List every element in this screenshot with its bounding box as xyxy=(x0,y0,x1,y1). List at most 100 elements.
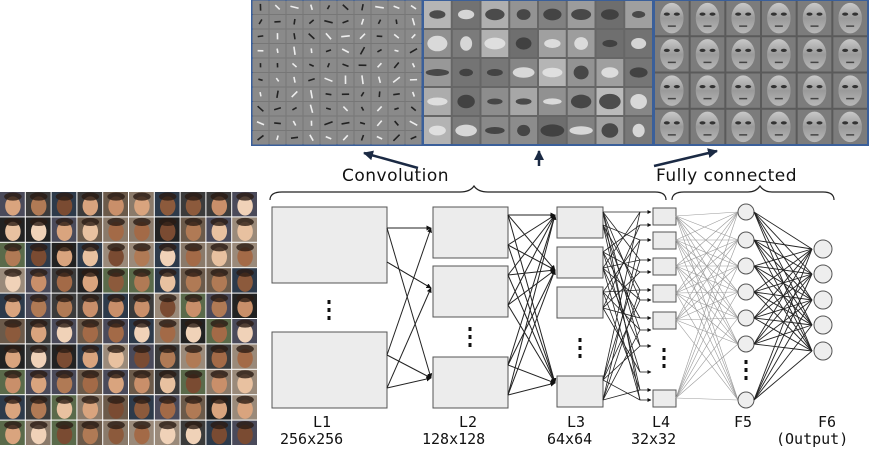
connection xyxy=(507,214,556,276)
connection xyxy=(753,248,813,319)
edge-stroke xyxy=(274,122,281,125)
edge-stroke xyxy=(293,76,296,83)
edge-stroke xyxy=(360,106,365,111)
face-shape xyxy=(838,39,862,70)
input-face xyxy=(159,424,176,445)
connection xyxy=(602,267,641,401)
l3-ellipsis xyxy=(578,354,582,358)
input-face-hair xyxy=(133,319,151,328)
input-face xyxy=(56,247,73,267)
input-face xyxy=(185,348,202,369)
input-face-hair xyxy=(4,319,22,328)
connection xyxy=(507,214,557,384)
edge-stroke xyxy=(360,91,365,97)
input-face-hair xyxy=(236,395,254,404)
edge-stroke xyxy=(410,4,417,10)
connection xyxy=(675,211,739,217)
input-face xyxy=(134,323,150,343)
input-face-hair xyxy=(133,217,151,227)
face-part-blob xyxy=(631,38,647,49)
input-face-hair xyxy=(55,243,74,252)
connection xyxy=(602,211,641,269)
face-eye xyxy=(852,121,859,125)
input-face-hair xyxy=(4,243,22,252)
input-face xyxy=(237,399,253,419)
edge-stroke xyxy=(411,62,416,68)
face-part-blob xyxy=(485,127,505,134)
connection xyxy=(386,376,432,389)
l4-feature-map xyxy=(652,257,677,276)
input-face xyxy=(185,424,202,445)
face-part-blob xyxy=(429,10,446,19)
connection xyxy=(602,291,641,331)
input-face xyxy=(5,221,21,242)
connection xyxy=(675,211,739,321)
edge-stroke xyxy=(376,105,383,112)
face-eye xyxy=(699,85,706,89)
connection xyxy=(753,273,813,401)
connection xyxy=(602,379,641,401)
l1-ellipsis xyxy=(327,316,331,320)
face-shape xyxy=(838,75,862,106)
input-face-hair xyxy=(55,192,74,201)
l4-feature-map xyxy=(652,389,677,408)
input-face xyxy=(211,323,228,343)
edge-stroke xyxy=(292,120,297,126)
input-face-hair xyxy=(236,268,254,277)
face-part-blob xyxy=(459,68,473,77)
edge-stroke xyxy=(409,120,418,127)
face-part-blob xyxy=(512,67,535,78)
input-face xyxy=(5,196,21,216)
layer-size-l2: 128x128 xyxy=(422,430,485,448)
input-face xyxy=(82,272,99,292)
face-part-blob xyxy=(601,67,619,78)
input-face-hair xyxy=(107,268,125,277)
l3-feature-map xyxy=(556,246,604,279)
connection xyxy=(507,274,556,384)
input-face-hair xyxy=(236,294,254,303)
arrow-to-faces xyxy=(653,148,718,168)
input-face xyxy=(82,196,99,216)
input-face-hair xyxy=(81,344,100,354)
input-face xyxy=(108,374,124,394)
l1-feature-map xyxy=(271,331,388,409)
connection xyxy=(753,273,813,345)
input-face-hair xyxy=(81,243,100,252)
edge-stroke xyxy=(293,18,296,25)
input-face xyxy=(5,374,21,394)
face-shape xyxy=(767,75,791,106)
connection xyxy=(602,271,641,309)
face-eye xyxy=(780,85,787,89)
input-face xyxy=(108,221,124,242)
edge-stroke xyxy=(410,106,417,112)
input-face xyxy=(5,247,21,267)
edge-stroke xyxy=(342,19,349,24)
face-part-blob xyxy=(602,39,618,48)
face-shape xyxy=(838,2,862,34)
input-face-hair xyxy=(184,217,203,227)
input-face-hair xyxy=(184,192,203,201)
input-face xyxy=(56,424,73,445)
edge-stroke xyxy=(392,76,401,84)
face-shape xyxy=(695,111,720,143)
input-face-hair xyxy=(29,294,48,303)
f5-neuron xyxy=(737,335,755,353)
edge-stroke xyxy=(325,92,332,96)
l2-ellipsis xyxy=(468,335,472,339)
input-face-hair xyxy=(81,319,100,328)
input-face xyxy=(211,297,228,318)
face-shape xyxy=(802,39,827,70)
input-face xyxy=(82,297,99,318)
input-face-hair xyxy=(107,294,125,303)
l3-ellipsis xyxy=(578,346,582,350)
connection xyxy=(753,343,813,352)
connection xyxy=(753,299,813,345)
face-eye xyxy=(663,121,670,125)
edge-stroke xyxy=(409,47,418,54)
f5-neuron xyxy=(737,257,755,275)
input-face-hair xyxy=(236,319,254,328)
input-face xyxy=(185,221,202,242)
connection xyxy=(675,239,739,401)
input-face xyxy=(82,374,99,394)
face-shape xyxy=(660,111,684,143)
